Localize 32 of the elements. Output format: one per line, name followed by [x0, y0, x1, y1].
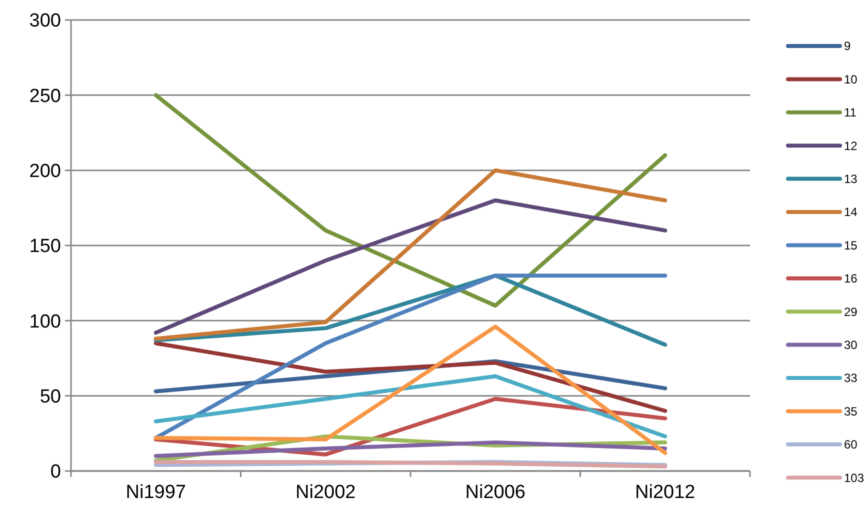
x-tick-label: Ni2006 — [465, 482, 526, 503]
y-tick-label: 200 — [29, 160, 61, 182]
line-series — [154, 168, 668, 341]
x-tick-label: Ni1997 — [126, 482, 186, 503]
legend-label: 11 — [844, 106, 857, 120]
y-tick-label: 300 — [29, 10, 61, 32]
line-series — [154, 274, 668, 347]
line-series — [154, 374, 668, 438]
y-tick-label: 0 — [50, 462, 61, 483]
legend-label: 60 — [844, 438, 858, 452]
y-tick-label: 50 — [40, 386, 61, 408]
x-tick-label: Ni2012 — [635, 482, 696, 503]
legend-label: 35 — [844, 404, 858, 418]
line-series — [154, 198, 668, 335]
y-tick-label: 100 — [29, 311, 61, 332]
line-series — [154, 93, 668, 308]
legend-label: 15 — [844, 238, 858, 252]
line-series — [154, 324, 668, 455]
legend-label: 30 — [844, 338, 858, 352]
legend-label: 29 — [844, 304, 858, 319]
legend-label: 9 — [844, 39, 851, 54]
legend-label: 33 — [844, 371, 858, 386]
line-series — [154, 341, 668, 413]
legend-label: 16 — [844, 272, 858, 286]
y-tick-label: 150 — [29, 236, 61, 258]
legend-label: 103 — [844, 470, 864, 485]
legend-label: 10 — [844, 72, 858, 86]
legend-label: 14 — [844, 205, 858, 220]
legend-label: 12 — [844, 138, 858, 153]
x-tick-label: Ni2002 — [296, 482, 356, 503]
legend-label: 13 — [844, 172, 858, 186]
y-tick-label: 250 — [29, 86, 61, 107]
